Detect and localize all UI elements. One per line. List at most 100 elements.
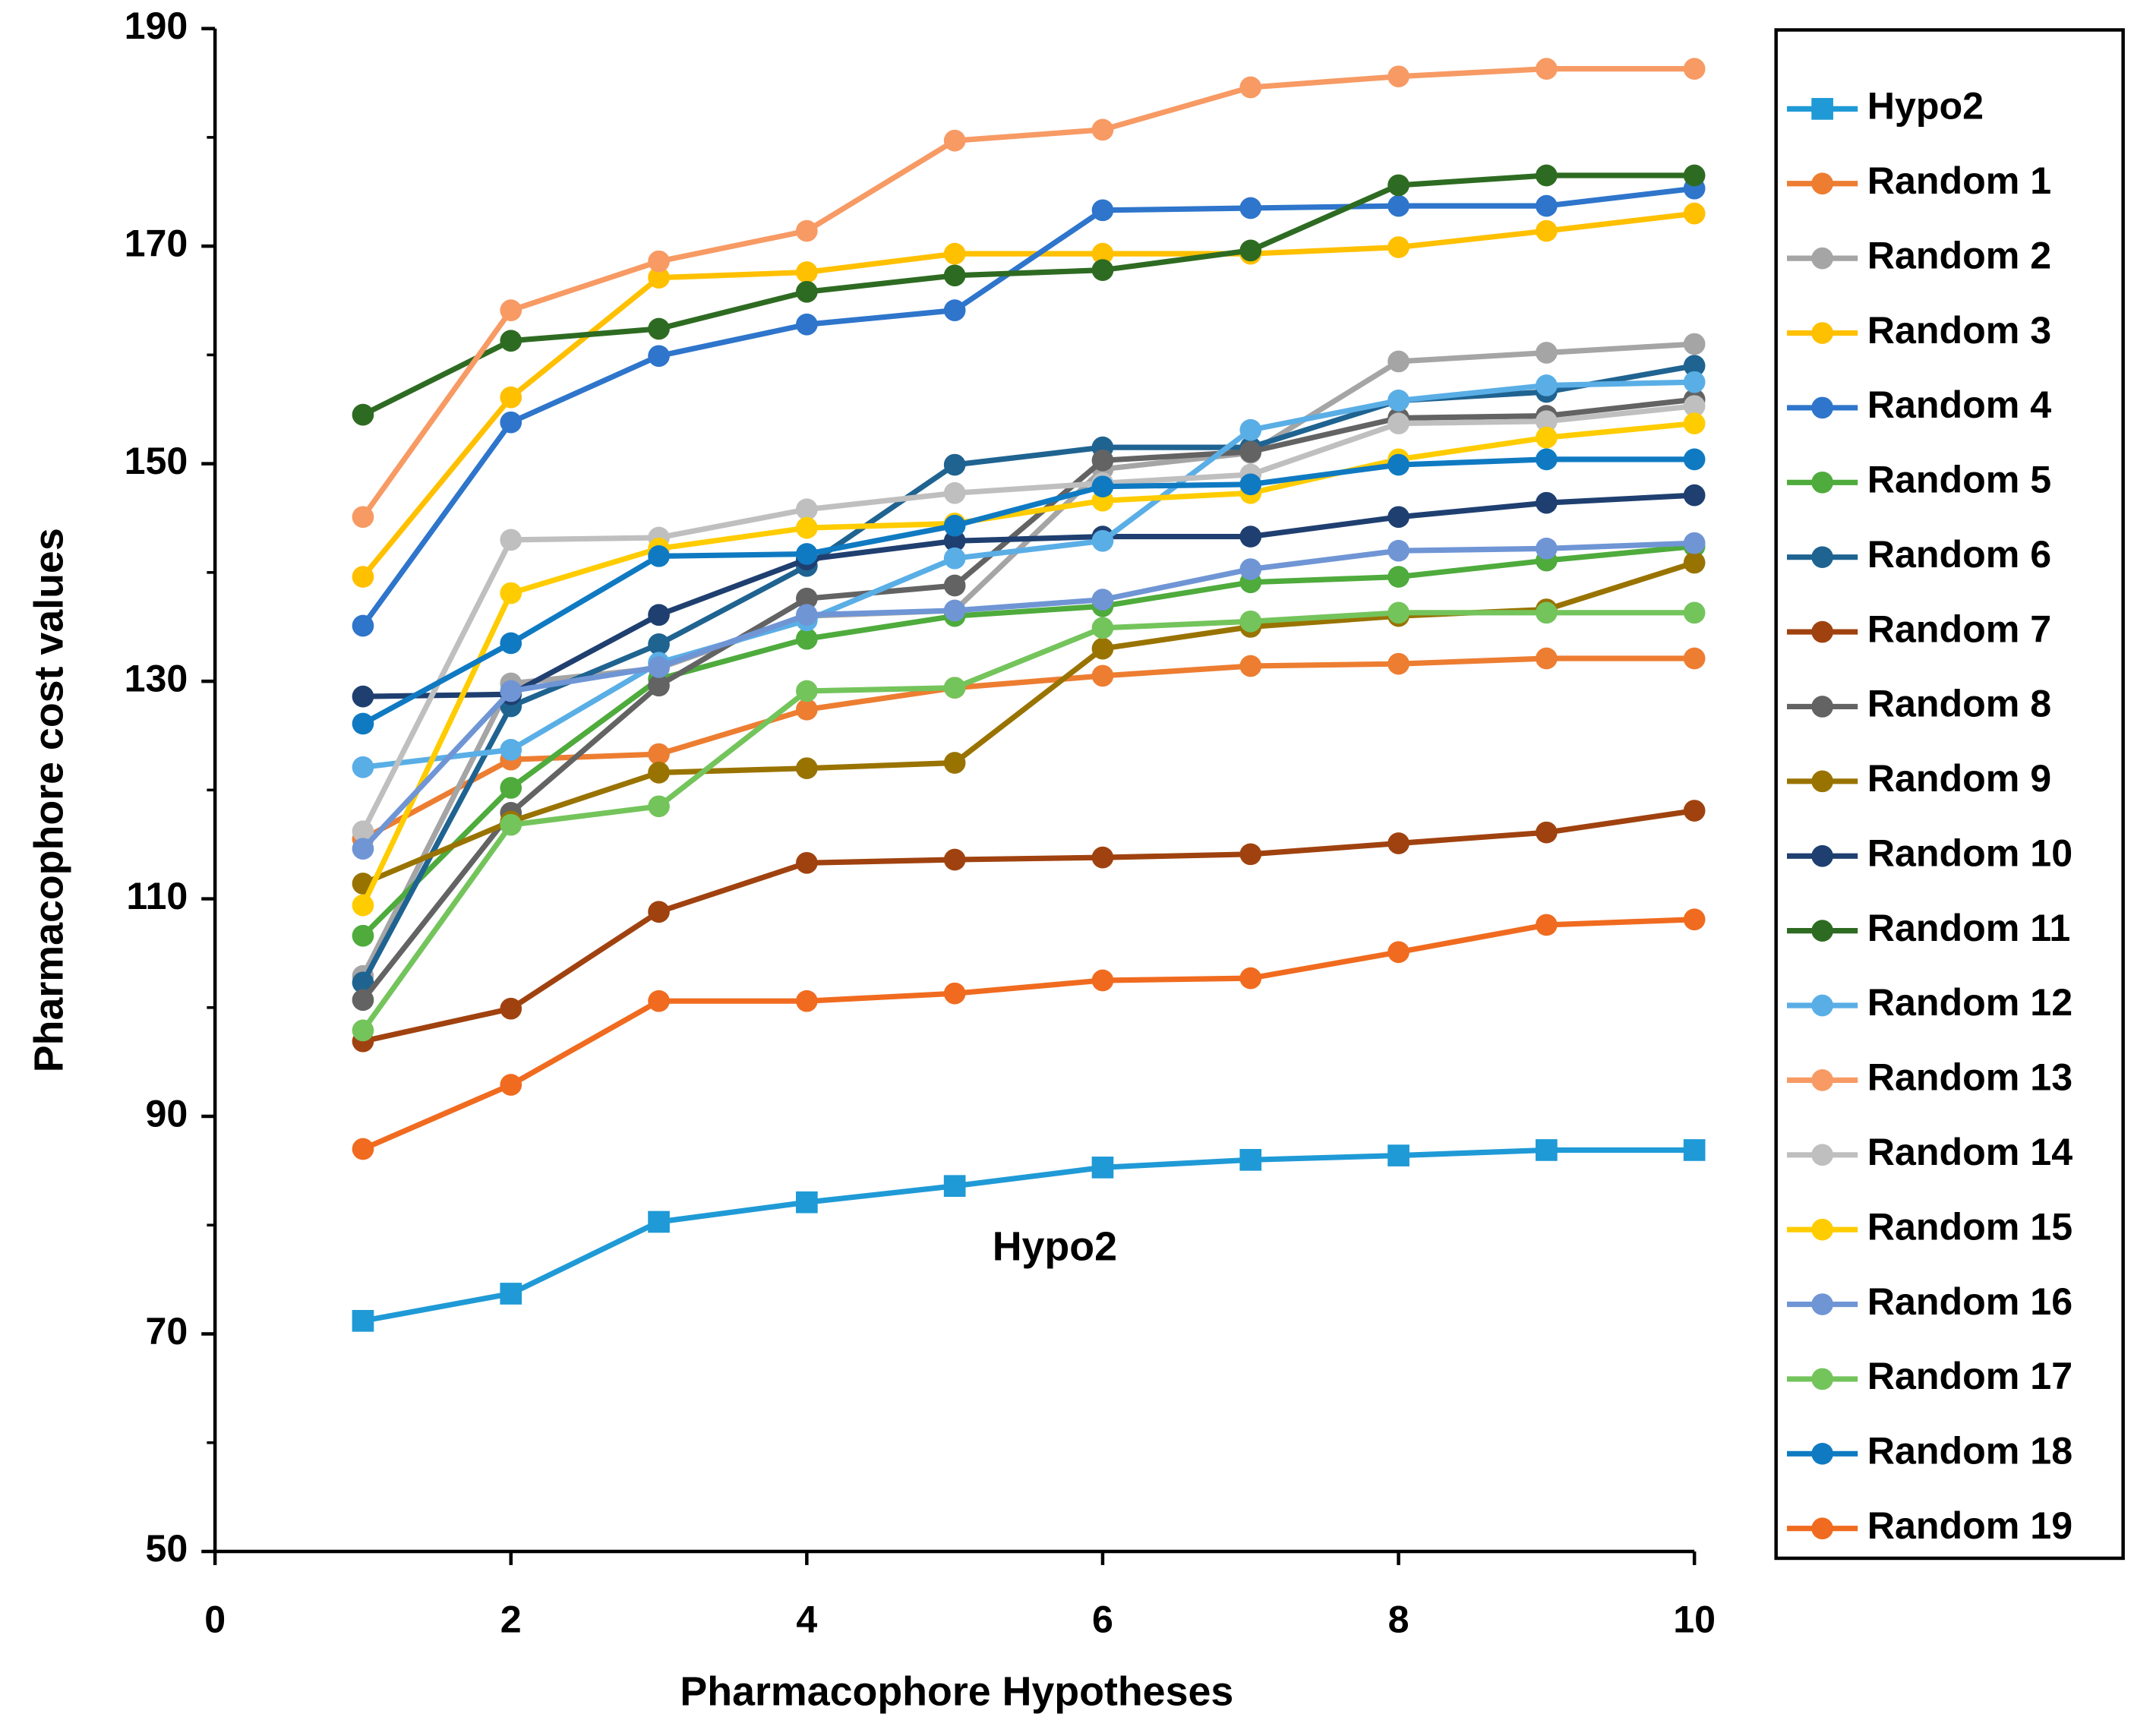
- marker: [1683, 532, 1706, 554]
- y-tick-label: 150: [125, 440, 188, 482]
- marker: [648, 990, 670, 1012]
- marker: [1811, 844, 1833, 867]
- series-line: [361, 610, 1695, 1032]
- marker: [1239, 526, 1262, 548]
- series-line: [361, 655, 1695, 841]
- marker: [796, 280, 818, 303]
- legend-label: Random 1: [1867, 159, 2051, 202]
- legend-label: Random 17: [1867, 1355, 2072, 1397]
- legend-entry: Random 10: [1787, 832, 2072, 874]
- y-tick-label: 90: [146, 1092, 188, 1135]
- y-tick-label: 50: [146, 1527, 188, 1570]
- marker: [352, 1309, 374, 1332]
- marker: [500, 997, 522, 1020]
- series-line: [361, 917, 1695, 1152]
- marker: [500, 1283, 522, 1305]
- marker: [352, 614, 374, 637]
- marker: [1683, 908, 1706, 931]
- marker: [1239, 76, 1262, 99]
- marker: [648, 795, 670, 818]
- x-axis-title: Pharmacophore Hypotheses: [680, 1668, 1233, 1714]
- marker: [648, 743, 670, 765]
- marker: [1683, 355, 1706, 377]
- legend-entry: Random 16: [1787, 1280, 2072, 1323]
- marker: [1387, 194, 1410, 217]
- legend-entry: Random 7: [1787, 608, 2051, 650]
- marker: [352, 1019, 374, 1042]
- marker: [1811, 1144, 1833, 1166]
- marker: [1811, 396, 1833, 419]
- series-line: [360, 421, 1695, 907]
- marker: [1091, 449, 1114, 472]
- marker: [1683, 412, 1706, 434]
- marker: [500, 386, 522, 409]
- legend-label: Random 10: [1867, 832, 2072, 874]
- marker: [1387, 350, 1410, 373]
- marker: [1811, 172, 1833, 195]
- marker: [1683, 333, 1706, 355]
- marker: [1239, 610, 1262, 633]
- marker: [1536, 410, 1558, 433]
- marker: [1536, 164, 1558, 187]
- marker: [1811, 994, 1833, 1017]
- marker: [1811, 1442, 1833, 1465]
- legend-box: [1774, 28, 2125, 1561]
- marker: [1811, 696, 1833, 718]
- marker: [1387, 174, 1410, 197]
- marker: [1683, 395, 1706, 418]
- legend-entry: Random 2: [1787, 234, 2051, 276]
- marker: [1239, 558, 1262, 580]
- x-tick-label: 2: [500, 1598, 522, 1640]
- marker: [1811, 322, 1833, 344]
- marker: [352, 838, 374, 860]
- marker: [943, 514, 966, 537]
- legend-label: Random 9: [1867, 757, 2051, 800]
- marker: [1387, 390, 1410, 412]
- marker: [1536, 537, 1558, 560]
- series-line: [361, 185, 1695, 628]
- marker: [1683, 800, 1706, 822]
- marker: [943, 264, 966, 287]
- marker: [648, 545, 670, 567]
- marker: [1387, 941, 1410, 964]
- legend-label: Random 7: [1867, 608, 2051, 650]
- marker: [796, 851, 818, 874]
- marker: [1683, 647, 1706, 670]
- marker: [1536, 426, 1558, 449]
- marker: [352, 756, 374, 778]
- legend-label: Random 2: [1867, 234, 2051, 276]
- series: [352, 535, 1706, 947]
- legend-entry: Random 14: [1787, 1131, 2072, 1173]
- series: [352, 448, 1706, 735]
- marker: [352, 1138, 374, 1160]
- marker: [1091, 637, 1114, 660]
- marker: [352, 924, 374, 947]
- marker: [352, 989, 374, 1012]
- marker: [1683, 164, 1706, 187]
- marker: [500, 738, 522, 761]
- legend-label: Random 18: [1867, 1430, 2072, 1472]
- marker: [943, 129, 966, 152]
- legend-label: Random 13: [1867, 1056, 2072, 1099]
- marker: [1091, 617, 1114, 639]
- marker: [500, 632, 522, 655]
- marker: [1387, 652, 1410, 675]
- legend-label: Random 6: [1867, 533, 2051, 576]
- marker: [1387, 453, 1410, 476]
- marker: [500, 529, 522, 551]
- marker: [1811, 1069, 1833, 1091]
- marker: [352, 712, 374, 735]
- y-axis-title: Pharmacophore cost values: [26, 528, 71, 1072]
- marker: [943, 848, 966, 871]
- marker: [1536, 374, 1558, 396]
- marker: [1239, 418, 1262, 441]
- marker: [1091, 475, 1114, 498]
- legend-entry: Random 13: [1787, 1056, 2072, 1099]
- marker: [1387, 832, 1410, 854]
- marker: [1536, 194, 1558, 217]
- legend-entry: Random 8: [1787, 683, 2051, 725]
- marker: [796, 313, 818, 336]
- marker: [1239, 843, 1262, 866]
- marker: [648, 1210, 670, 1233]
